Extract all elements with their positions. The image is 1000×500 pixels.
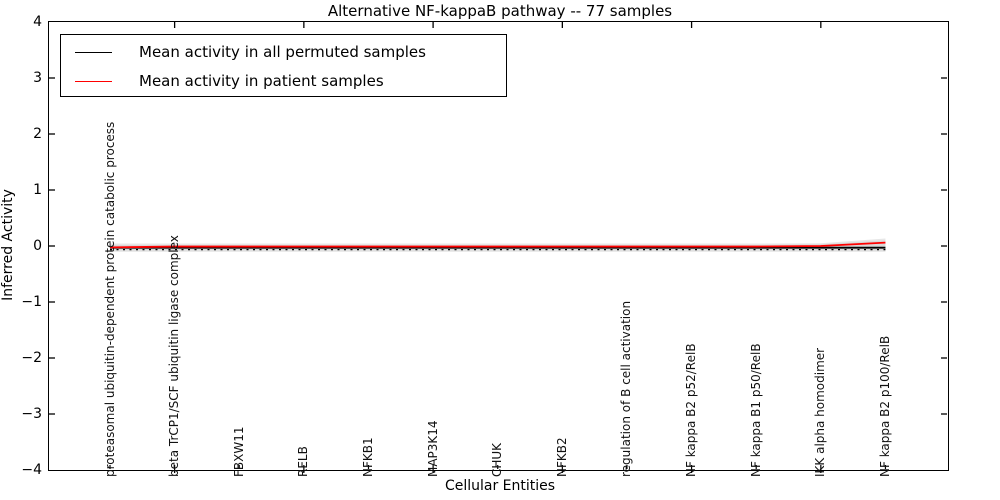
chart-title: Alternative NF-kappaB pathway -- 77 samp… bbox=[327, 2, 673, 20]
y-tick-label: 0 bbox=[33, 237, 42, 254]
y-tick-label: −1 bbox=[21, 293, 42, 310]
band-1 bbox=[110, 240, 886, 251]
plot-area: proteasomal ubiquitin-dependent protein … bbox=[48, 21, 949, 477]
x-axis-label: Cellular Entities bbox=[444, 478, 556, 494]
y-tick-label: −3 bbox=[21, 405, 42, 422]
y-tick-label: 3 bbox=[33, 69, 42, 86]
y-tick-label: −4 bbox=[21, 461, 42, 478]
legend: Mean activity in all permuted samples Mea… bbox=[60, 34, 507, 97]
chart-svg bbox=[49, 22, 947, 473]
legend-line-sample bbox=[75, 51, 112, 53]
y-tick-label: 4 bbox=[33, 13, 42, 30]
legend-item-label: Mean activity in patient samples bbox=[139, 72, 384, 90]
legend-line-sample bbox=[75, 80, 112, 82]
legend-item: Mean activity in patient samples bbox=[61, 71, 384, 91]
y-tick-label: −2 bbox=[21, 349, 42, 366]
y-tick-label: 1 bbox=[33, 181, 42, 198]
y-tick-label: 2 bbox=[33, 125, 42, 142]
legend-item-label: Mean activity in all permuted samples bbox=[139, 43, 426, 61]
legend-item: Mean activity in all permuted samples bbox=[61, 42, 426, 62]
series-line-1 bbox=[109, 241, 886, 249]
